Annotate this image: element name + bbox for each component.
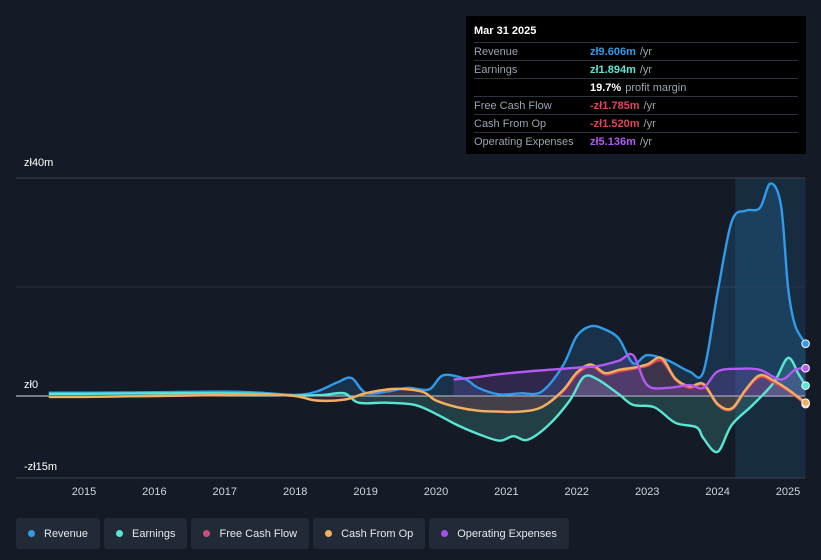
x-tick-label: 2021 xyxy=(494,486,518,498)
tooltip-value: -zł1.785m xyxy=(590,99,640,112)
tooltip-label: Free Cash Flow xyxy=(474,99,552,112)
tooltip-unit: /yr xyxy=(639,135,653,148)
x-tick-label: 2020 xyxy=(424,486,448,498)
legend-item-cash-from-op[interactable]: Cash From Op xyxy=(313,518,426,549)
tooltip-unit: /yr xyxy=(639,63,653,76)
chart-background xyxy=(16,177,806,479)
legend-label: Operating Expenses xyxy=(457,527,557,540)
legend-label: Cash From Op xyxy=(341,527,414,540)
revenue-line xyxy=(48,182,807,397)
tooltip-unit: profit margin xyxy=(625,81,687,94)
legend-item-free-cash-flow[interactable]: Free Cash Flow xyxy=(191,518,310,549)
legend-dot-icon xyxy=(203,530,211,537)
tooltip-row: Operating Expenses zł5.136m/yr xyxy=(474,132,798,150)
tooltip-row: Earnings zł1.894m/yr xyxy=(474,60,798,78)
x-tick-label: 2024 xyxy=(705,486,729,498)
legend-label: Earnings xyxy=(132,527,176,540)
tooltip-unit: /yr xyxy=(643,99,656,112)
tooltip-value: zł5.136m xyxy=(590,135,636,148)
tooltip-row: Free Cash Flow -zł1.785m/yr xyxy=(474,96,798,114)
series-fills xyxy=(48,183,806,453)
tooltip-row: Revenue zł9.606m/yr xyxy=(474,42,798,60)
tooltip-value: -zł1.520m xyxy=(590,117,640,130)
highlight-band xyxy=(735,178,806,478)
tooltip-rows: Revenue zł9.606m/yr Earnings zł1.894m/yr 19.… xyxy=(474,42,798,150)
operating-expenses-end-point xyxy=(801,363,810,373)
cash-from-op-end-point xyxy=(801,398,810,408)
tooltip-row: Cash From Op -zł1.520m/yr xyxy=(474,114,798,132)
tooltip-value: zł1.894m xyxy=(590,63,636,76)
tooltip-date: Mar 31 2025 xyxy=(474,25,537,37)
earnings-line xyxy=(48,356,807,454)
tooltip-value: 19.7% xyxy=(590,81,622,94)
y-label-bottom: -zł15m xyxy=(24,461,57,473)
tooltip-unit: /yr xyxy=(643,117,656,130)
y-label-zero: zł0 xyxy=(24,379,38,391)
legend-dot-icon xyxy=(28,530,35,537)
x-tick-label: 2023 xyxy=(635,486,659,498)
legend-dot-icon xyxy=(441,530,449,537)
x-tick-label: 2017 xyxy=(213,486,237,498)
x-tick-label: 2016 xyxy=(142,486,166,498)
legend-label: Free Cash Flow xyxy=(219,527,298,540)
x-tick-label: 2022 xyxy=(565,486,589,498)
x-tick-label: 2015 xyxy=(72,486,96,498)
tooltip-label: Cash From Op xyxy=(474,117,547,130)
series-lines xyxy=(48,182,810,454)
legend-item-operating-expenses[interactable]: Operating Expenses xyxy=(429,518,569,549)
tooltip-label: Operating Expenses xyxy=(474,135,574,148)
operating-expenses-line xyxy=(453,352,806,390)
tooltip-row: 19.7% profit margin xyxy=(474,78,798,96)
legend-item-earnings[interactable]: Earnings xyxy=(104,518,188,549)
y-label-top: zł40m xyxy=(24,157,53,169)
legend-dot-icon xyxy=(116,530,124,537)
tooltip-value: zł9.606m xyxy=(590,45,636,58)
legend-item-revenue[interactable]: Revenue xyxy=(16,518,101,549)
axes: zł40m zł0 -zł15m 2015 2016 2017 2018 2019 2020 20… xyxy=(24,157,800,498)
cash-from-op-line xyxy=(48,356,807,414)
x-tick-label: 2018 xyxy=(283,486,307,498)
tooltip-label: Earnings xyxy=(474,63,518,76)
tooltip-label: Revenue xyxy=(474,45,519,58)
chart-area: zł40m zł0 -zł15m 2015 2016 2017 2018 2019 2020 20… xyxy=(16,157,810,498)
revenue-area xyxy=(48,183,806,396)
earnings-end-point xyxy=(801,381,810,390)
tooltip-panel: Mar 31 2025 Revenue zł9.606m/yr Earnings zł… xyxy=(466,16,806,154)
earnings-area xyxy=(48,357,806,453)
legend: Revenue Earnings Free Cash Flow Cash From O… xyxy=(16,518,569,549)
operating-expenses-area xyxy=(453,353,806,396)
tooltip-unit: /yr xyxy=(639,45,653,58)
x-tick-label: 2019 xyxy=(353,486,377,498)
x-tick-label: 2025 xyxy=(776,486,800,498)
revenue-end-point xyxy=(801,339,810,348)
legend-dot-icon xyxy=(325,530,333,537)
legend-label: Revenue xyxy=(44,527,89,540)
